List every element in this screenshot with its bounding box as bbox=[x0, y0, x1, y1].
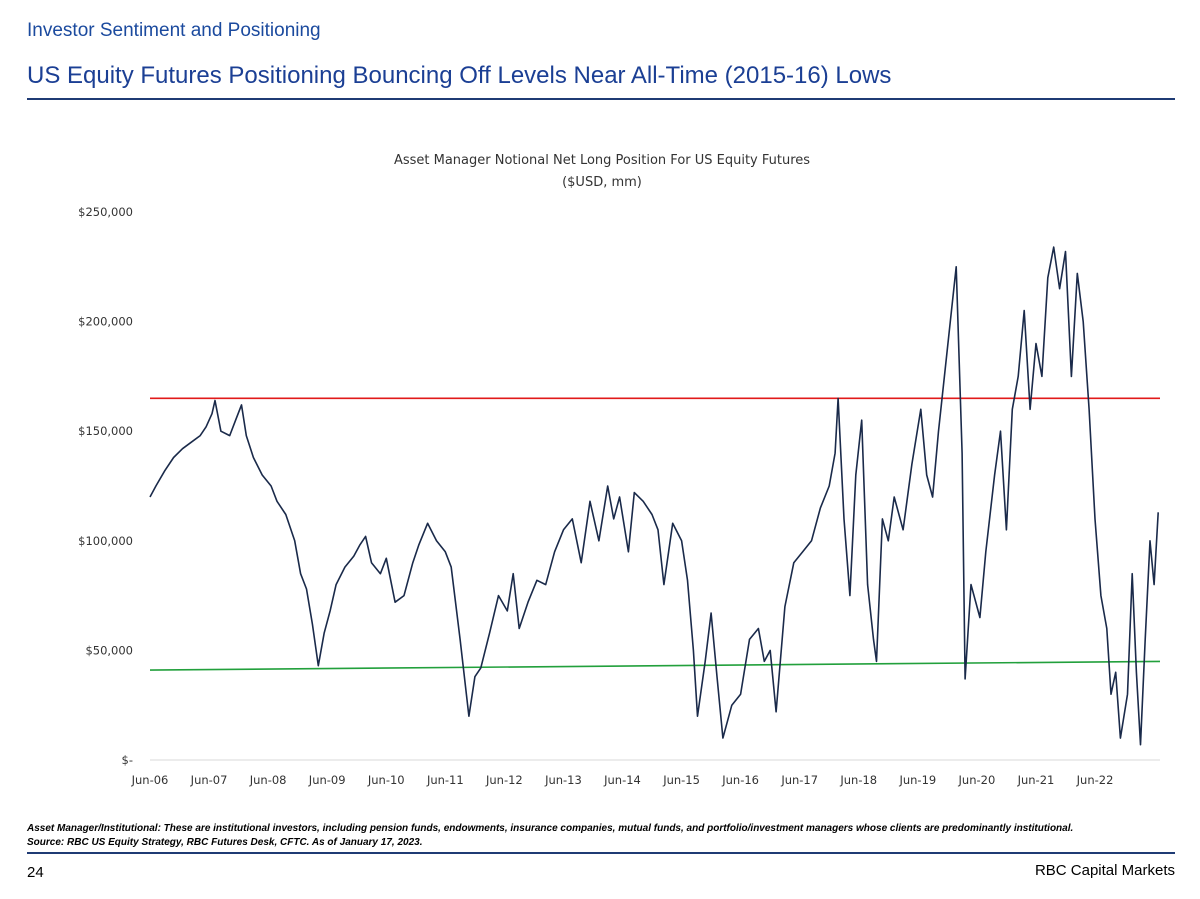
x-tick-label: Jun-10 bbox=[367, 773, 405, 787]
x-tick-label: Jun-13 bbox=[544, 773, 582, 787]
x-tick-label: Jun-11 bbox=[426, 773, 464, 787]
x-tick-label: Jun-09 bbox=[308, 773, 346, 787]
footer-divider bbox=[27, 852, 1175, 854]
page-number: 24 bbox=[27, 864, 44, 881]
reference-lines bbox=[149, 397, 1161, 671]
x-tick-label: Jun-08 bbox=[249, 773, 287, 787]
footnote-definition: Asset Manager/Institutional: These are i… bbox=[27, 823, 1074, 834]
y-tick-label: $150,000 bbox=[78, 424, 133, 438]
y-tick-label: $- bbox=[122, 753, 133, 767]
x-tick-label: Jun-18 bbox=[839, 773, 877, 787]
x-tick-label: Jun-22 bbox=[1076, 773, 1114, 787]
x-tick-label: Jun-06 bbox=[131, 773, 169, 787]
series-lines bbox=[149, 246, 1159, 746]
y-tick-label: $100,000 bbox=[78, 534, 133, 548]
x-tick-label: Jun-19 bbox=[898, 773, 936, 787]
x-axis-labels: Jun-06 Jun-07 Jun-08 Jun-09 Jun-10 Jun-11 Jun-… bbox=[131, 773, 1114, 787]
chart: Asset Manager Notional Net Long Position… bbox=[78, 153, 1161, 787]
chart-subtitle: ($USD, mm) bbox=[562, 175, 642, 190]
slide-title: US Equity Futures Positioning Bouncing O… bbox=[27, 62, 892, 89]
brand-name: RBC Capital Markets bbox=[1034, 862, 1175, 879]
x-tick-label: Jun-14 bbox=[603, 773, 641, 787]
x-tick-label: Jun-16 bbox=[721, 773, 759, 787]
chart-title: Asset Manager Notional Net Long Position… bbox=[394, 153, 810, 168]
x-tick-label: Jun-12 bbox=[485, 773, 523, 787]
x-tick-label: Jun-15 bbox=[662, 773, 700, 787]
section-title: Investor Sentiment and Positioning bbox=[27, 20, 321, 41]
series-line bbox=[149, 246, 1159, 746]
y-axis-labels: $- $50,000 $100,000 $150,000 $200,000 $250,00… bbox=[78, 205, 133, 767]
y-tick-label: $250,000 bbox=[78, 205, 133, 219]
y-tick-label: $200,000 bbox=[78, 315, 133, 329]
title-divider bbox=[27, 98, 1175, 100]
x-tick-label: Jun-17 bbox=[780, 773, 818, 787]
x-tick-label: Jun-07 bbox=[190, 773, 228, 787]
y-tick-label: $50,000 bbox=[85, 643, 133, 657]
x-tick-label: Jun-21 bbox=[1017, 773, 1055, 787]
x-tick-label: Jun-20 bbox=[958, 773, 996, 787]
footnote-source: Source: RBC US Equity Strategy, RBC Futu… bbox=[27, 837, 423, 848]
reference-line-low bbox=[149, 660, 1161, 671]
